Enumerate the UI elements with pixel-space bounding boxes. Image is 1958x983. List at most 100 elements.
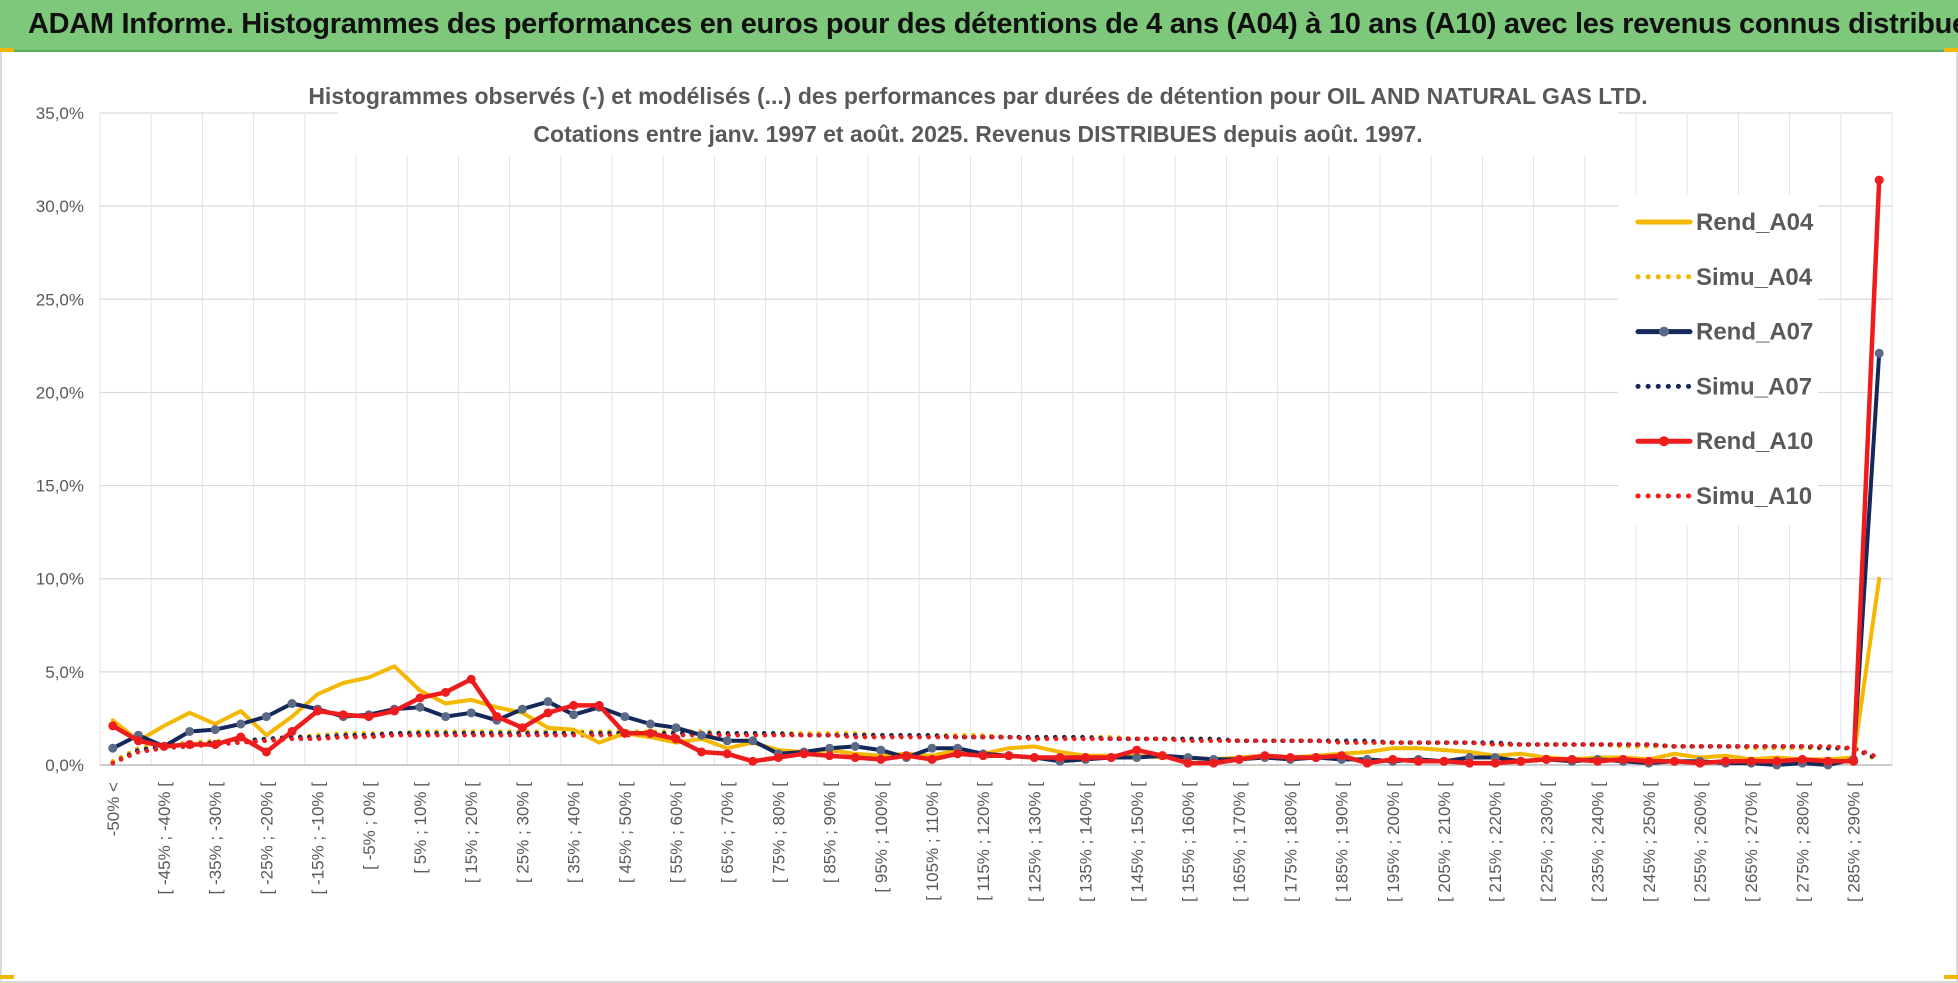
series-line-simu-a10 <box>110 732 1882 766</box>
data-point <box>645 728 655 738</box>
x-tick-label: [ 115% ; 120% [ <box>974 782 993 901</box>
data-point <box>108 721 118 731</box>
data-point <box>825 743 835 753</box>
data-point <box>1541 754 1551 764</box>
legend-marker <box>1659 326 1669 337</box>
data-point <box>825 751 835 761</box>
data-point <box>236 732 246 742</box>
data-point <box>441 687 451 697</box>
data-point <box>1081 753 1091 763</box>
x-tick-label: [ 75% ; 80% [ <box>769 782 788 883</box>
series-layer <box>108 175 1884 770</box>
data-point <box>773 753 783 763</box>
x-tick-label: [ 145% ; 150% [ <box>1128 782 1147 902</box>
data-point <box>210 725 220 735</box>
x-tick-label: [ 5% ; 10% [ <box>411 782 430 874</box>
data-point <box>1413 756 1423 766</box>
data-point <box>1746 756 1756 766</box>
data-point <box>927 743 937 753</box>
x-tick-label: [ 25% ; 30% [ <box>513 782 532 883</box>
data-point <box>543 697 553 707</box>
data-point <box>1285 753 1295 763</box>
data-point <box>1029 753 1039 763</box>
x-tick-label: [ 215% ; 220% [ <box>1486 782 1505 902</box>
data-point <box>1567 754 1577 764</box>
data-point <box>1132 745 1142 755</box>
legend-label: Simu_A04 <box>1696 264 1813 291</box>
y-tick-label: 20,0% <box>36 383 84 402</box>
y-tick-label: 35,0% <box>36 104 84 123</box>
data-point <box>185 740 195 750</box>
data-point <box>466 708 476 718</box>
data-point <box>1593 756 1603 766</box>
chart-subtitle: Cotations entre janv. 1997 et août. 2025… <box>533 121 1422 147</box>
report-banner: ADAM Informe. Histogrammes des performan… <box>0 0 1958 52</box>
data-point <box>850 741 860 751</box>
data-point <box>1439 756 1449 766</box>
x-tick-label: [ 105% ; 110% [ <box>923 782 942 901</box>
data-point <box>1311 753 1321 763</box>
x-axis: -50% < [ -45% ; -40% [[ -35% ; -30% [[ -2… <box>100 764 1892 902</box>
data-point <box>287 699 297 709</box>
x-tick-label: [ 165% ; 170% [ <box>1230 782 1249 902</box>
x-tick-label: [ 245% ; 250% [ <box>1640 782 1659 902</box>
x-tick-label: [ 225% ; 230% [ <box>1537 782 1556 902</box>
data-point <box>1874 348 1884 358</box>
legend-label: Rend_A07 <box>1696 319 1813 346</box>
x-tick-label: [ 15% ; 20% [ <box>462 782 481 883</box>
chart-titles: Histogrammes observés (-) et modélisés (… <box>308 76 1648 156</box>
report-title: ADAM Informe. Histogrammes des performan… <box>28 8 1958 40</box>
legend-label: Simu_A07 <box>1696 373 1812 400</box>
data-point <box>1362 758 1372 768</box>
data-point <box>415 702 425 712</box>
data-point <box>1772 756 1782 766</box>
data-point <box>569 700 579 710</box>
x-tick-label: [ 285% ; 290% [ <box>1845 782 1864 902</box>
data-point <box>927 754 937 764</box>
data-point <box>1004 751 1014 761</box>
x-tick-label: [ 255% ; 260% [ <box>1691 782 1710 902</box>
x-tick-label: [ 85% ; 90% [ <box>821 782 840 883</box>
y-tick-label: 10,0% <box>36 570 84 589</box>
data-point <box>1260 751 1270 761</box>
x-tick-label: [ 235% ; 240% [ <box>1589 782 1608 902</box>
data-point <box>748 736 758 746</box>
legend-marker <box>1659 436 1669 447</box>
x-tick-label: [ 275% ; 280% [ <box>1793 782 1812 902</box>
data-point <box>133 736 143 746</box>
data-point <box>620 728 630 738</box>
data-point <box>697 747 707 757</box>
x-tick-label: [ 155% ; 160% [ <box>1179 782 1198 902</box>
data-point <box>466 674 476 684</box>
y-tick-label: 30,0% <box>36 197 84 216</box>
x-tick-label: [ -5% ; 0% [ <box>360 782 379 870</box>
data-point <box>876 745 886 755</box>
data-point <box>799 749 809 759</box>
data-point <box>1337 751 1347 761</box>
data-point <box>697 730 707 740</box>
x-tick-label: [ 185% ; 190% [ <box>1333 782 1352 902</box>
data-point <box>1669 756 1679 766</box>
data-point <box>978 751 988 761</box>
data-point <box>620 712 630 722</box>
x-tick-label: [ 55% ; 60% [ <box>667 782 686 883</box>
data-point <box>313 706 323 716</box>
y-tick-label: 15,0% <box>36 477 84 496</box>
data-point <box>517 704 527 714</box>
x-tick-label: [ -25% ; -20% [ <box>257 782 276 895</box>
data-point <box>1721 756 1731 766</box>
data-point <box>1490 758 1500 768</box>
data-point <box>415 693 425 703</box>
data-point <box>1823 756 1833 766</box>
x-tick-label: [ 195% ; 200% [ <box>1384 782 1403 902</box>
y-axis: 0,0% 5,0% 10,0% 15,0% 20,0% 25,0% 30,0% 35,0% <box>36 104 84 775</box>
data-point <box>594 700 604 710</box>
y-tick-label: 0,0% <box>45 756 84 775</box>
data-point <box>261 747 271 757</box>
series-line-rend-a07 <box>110 351 1882 767</box>
series-line-rend-a04 <box>110 576 1882 762</box>
data-point <box>1874 175 1884 185</box>
data-point <box>645 719 655 729</box>
data-point <box>1695 758 1705 768</box>
